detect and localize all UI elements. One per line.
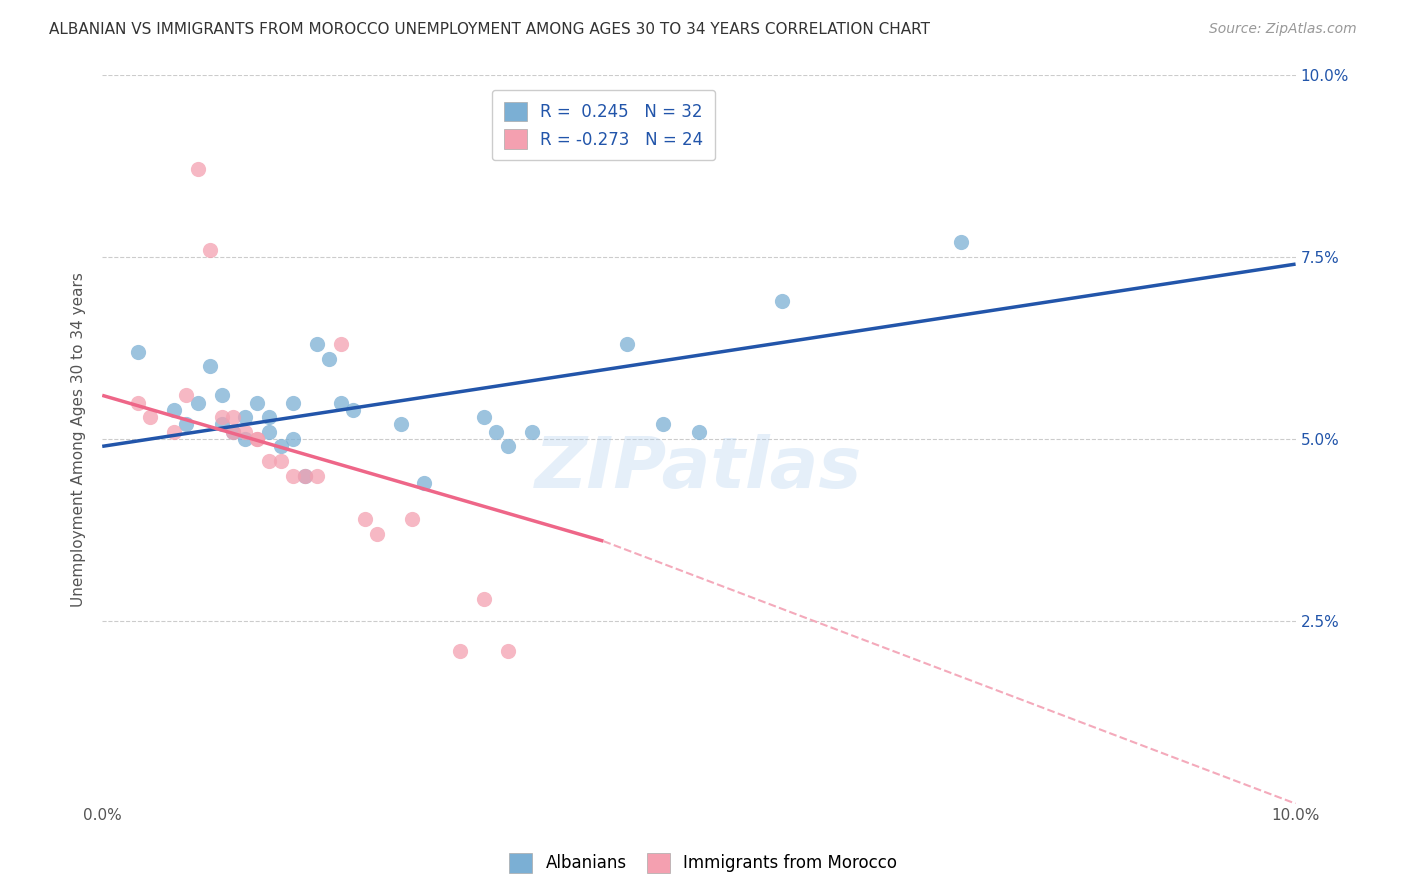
Point: [187, 395, 209, 409]
Point: [472, 410, 495, 425]
Point: [211, 410, 233, 425]
Point: [174, 388, 197, 402]
Point: [174, 417, 197, 432]
Point: [259, 454, 281, 468]
Point: [329, 395, 352, 409]
Point: [222, 425, 245, 439]
Point: [270, 439, 292, 453]
Point: [139, 410, 162, 425]
Point: [472, 592, 495, 607]
Point: [950, 235, 973, 250]
Point: [198, 359, 221, 373]
Point: [283, 395, 305, 409]
Point: [127, 395, 149, 409]
Point: [259, 425, 281, 439]
Point: [496, 643, 519, 657]
Point: [235, 410, 257, 425]
Point: [163, 425, 186, 439]
Text: ALBANIAN VS IMMIGRANTS FROM MOROCCO UNEMPLOYMENT AMONG AGES 30 TO 34 YEARS CORRE: ALBANIAN VS IMMIGRANTS FROM MOROCCO UNEM…: [49, 22, 931, 37]
Point: [283, 468, 305, 483]
Point: [688, 425, 710, 439]
Point: [246, 432, 269, 446]
Point: [187, 162, 209, 177]
Point: [413, 475, 436, 490]
Legend: Albanians, Immigrants from Morocco: Albanians, Immigrants from Morocco: [502, 847, 904, 880]
Point: [401, 512, 423, 526]
Point: [305, 468, 328, 483]
Point: [616, 337, 638, 351]
Y-axis label: Unemployment Among Ages 30 to 34 years: Unemployment Among Ages 30 to 34 years: [72, 272, 86, 607]
Point: [246, 432, 269, 446]
Point: [496, 439, 519, 453]
Point: [283, 432, 305, 446]
Point: [246, 395, 269, 409]
Point: [520, 425, 543, 439]
Point: [342, 403, 364, 417]
Point: [211, 417, 233, 432]
Point: [235, 432, 257, 446]
Point: [222, 410, 245, 425]
Point: [485, 425, 508, 439]
Point: [235, 425, 257, 439]
Text: ZIPatlas: ZIPatlas: [536, 434, 863, 503]
Point: [449, 643, 471, 657]
Point: [211, 388, 233, 402]
Point: [294, 468, 316, 483]
Point: [329, 337, 352, 351]
Point: [305, 337, 328, 351]
Point: [259, 410, 281, 425]
Point: [294, 468, 316, 483]
Legend: R =  0.245   N = 32, R = -0.273   N = 24: R = 0.245 N = 32, R = -0.273 N = 24: [492, 90, 716, 161]
Point: [353, 512, 375, 526]
Point: [366, 526, 388, 541]
Point: [389, 417, 412, 432]
Point: [318, 351, 340, 366]
Point: [222, 425, 245, 439]
Text: Source: ZipAtlas.com: Source: ZipAtlas.com: [1209, 22, 1357, 37]
Point: [652, 417, 675, 432]
Point: [163, 403, 186, 417]
Point: [270, 454, 292, 468]
Point: [127, 344, 149, 359]
Point: [198, 243, 221, 257]
Point: [770, 293, 793, 308]
